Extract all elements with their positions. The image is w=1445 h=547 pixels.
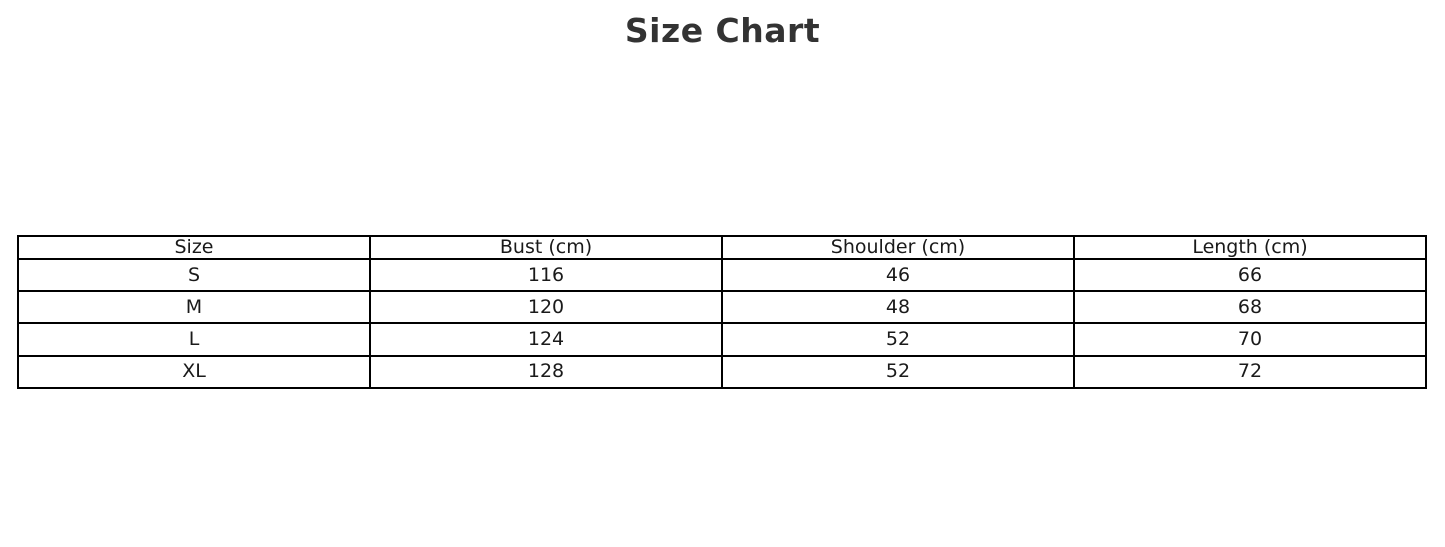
cell-size-l: L [17, 322, 371, 357]
table-row-xl: XL 128 52 72 [17, 354, 1427, 390]
column-header-length: Length (cm) [1073, 235, 1427, 260]
cell-bust-m: 120 [369, 290, 723, 325]
cell-shoulder-l: 52 [721, 322, 1075, 357]
table-header-row: Size Bust (cm) Shoulder (cm) Length (cm) [17, 235, 1427, 260]
chart-title: Size Chart [624, 11, 821, 50]
cell-length-m: 68 [1073, 290, 1427, 325]
cell-length-xl: 72 [1073, 354, 1427, 390]
cell-shoulder-s: 46 [721, 257, 1075, 293]
cell-shoulder-m: 48 [721, 290, 1075, 325]
column-header-bust: Bust (cm) [369, 235, 723, 260]
cell-size-s: S [17, 257, 371, 293]
cell-size-xl: XL [17, 354, 371, 390]
table-row-l: L 124 52 70 [17, 322, 1427, 357]
size-chart-table: Size Bust (cm) Shoulder (cm) Length (cm)… [17, 235, 1427, 390]
table-row-m: M 120 48 68 [17, 290, 1427, 325]
column-header-size: Size [17, 235, 371, 260]
cell-bust-s: 116 [369, 257, 723, 293]
table-row-s: S 116 46 66 [17, 257, 1427, 293]
column-header-shoulder: Shoulder (cm) [721, 235, 1075, 260]
cell-bust-l: 124 [369, 322, 723, 357]
cell-size-m: M [17, 290, 371, 325]
cell-length-s: 66 [1073, 257, 1427, 293]
cell-length-l: 70 [1073, 322, 1427, 357]
cell-bust-xl: 128 [369, 354, 723, 390]
cell-shoulder-xl: 52 [721, 354, 1075, 390]
